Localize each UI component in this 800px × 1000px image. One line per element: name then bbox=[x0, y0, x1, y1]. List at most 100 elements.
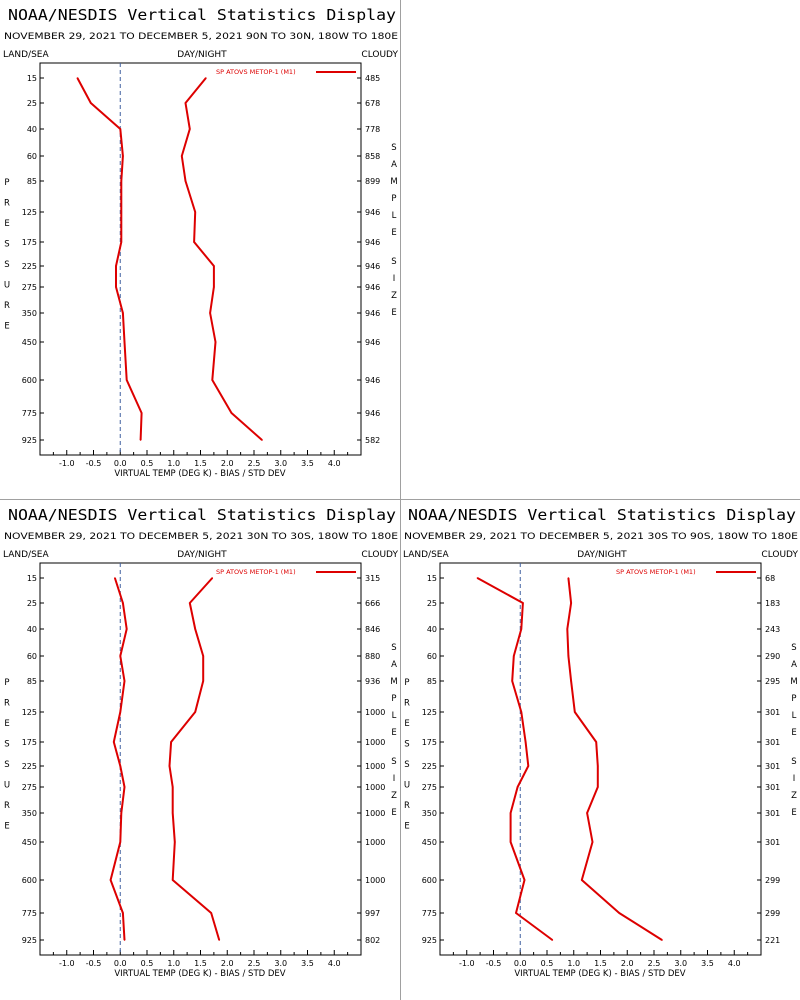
x-axis-label: VIRTUAL TEMP (DEG K) - BIAS / STD DEV bbox=[114, 969, 285, 979]
pressure-tick-label: 225 bbox=[22, 762, 37, 771]
x-tick-label: 1.0 bbox=[167, 959, 180, 968]
label-day-night: DAY/NIGHT bbox=[177, 550, 227, 560]
pressure-tick-label: 40 bbox=[27, 625, 37, 634]
sample-size-label: 243 bbox=[765, 625, 780, 634]
series-point bbox=[513, 655, 515, 657]
pressure-tick-label: 15 bbox=[27, 74, 37, 83]
y-axis-label-letter: S bbox=[4, 240, 9, 250]
pressure-tick-label: 60 bbox=[27, 152, 37, 161]
sample-size-label: 858 bbox=[365, 152, 380, 161]
x-tick-label: 1.5 bbox=[194, 959, 207, 968]
series-point bbox=[218, 939, 221, 941]
chart-title: NOAA/NESDIS Vertical Statistics Display bbox=[8, 506, 396, 524]
pressure-tick-label: 450 bbox=[22, 338, 37, 347]
sample-size-label: 315 bbox=[365, 574, 380, 583]
y-axis-label-letter: R bbox=[404, 699, 410, 709]
y2-axis-label-letter: L bbox=[792, 711, 797, 721]
y2-axis-label-letter: S bbox=[391, 143, 396, 153]
pressure-tick-label: 450 bbox=[22, 838, 37, 847]
label-land-sea: LAND/SEA bbox=[3, 50, 49, 60]
series-point bbox=[171, 786, 174, 788]
series-point bbox=[211, 577, 214, 579]
y2-axis-label-letter: Z bbox=[391, 291, 397, 301]
chart-panel-north: NOAA/NESDIS Vertical Statistics Display N… bbox=[0, 0, 400, 500]
y-axis-label-letter: P bbox=[4, 178, 9, 188]
vertical-divider bbox=[400, 0, 401, 1000]
y2-axis-label-letter: L bbox=[392, 211, 397, 221]
series-point bbox=[520, 711, 523, 713]
series-point bbox=[202, 680, 204, 682]
series-point bbox=[115, 286, 117, 288]
label-cloudy: CLOUDY bbox=[761, 550, 798, 560]
series-point bbox=[109, 879, 112, 881]
pressure-tick-label: 275 bbox=[422, 783, 437, 792]
pressure-tick-label: 25 bbox=[427, 599, 437, 608]
y2-axis-label-letter: E bbox=[391, 808, 396, 818]
chart-svg: NOAA/NESDIS Vertical Statistics Display N… bbox=[3, 506, 398, 979]
label-land-sea: LAND/SEA bbox=[3, 550, 49, 560]
series-point bbox=[123, 786, 126, 788]
x-tick-label: -1.0 bbox=[459, 959, 475, 968]
series-point bbox=[567, 655, 570, 657]
series-point bbox=[119, 655, 122, 657]
chart-svg: NOAA/NESDIS Vertical Statistics Display N… bbox=[403, 506, 798, 979]
series-point bbox=[120, 180, 123, 182]
pressure-tick-label: 85 bbox=[27, 177, 37, 186]
sample-size-label: 1000 bbox=[365, 738, 385, 747]
series-point bbox=[213, 286, 215, 288]
y2-axis-label-letter: L bbox=[392, 711, 397, 721]
y-axis-label-letter: U bbox=[404, 781, 410, 791]
bias-series-line bbox=[476, 577, 553, 941]
sample-size-label: 295 bbox=[765, 677, 780, 686]
pressure-tick-label: 15 bbox=[27, 574, 37, 583]
bias-series-line bbox=[76, 77, 143, 441]
sample-size-label: 221 bbox=[765, 936, 780, 945]
y-axis-label-letter: E bbox=[4, 219, 9, 229]
y2-axis-label-letter: E bbox=[391, 728, 396, 738]
sample-size-label: 846 bbox=[365, 625, 380, 634]
series-point bbox=[139, 439, 142, 441]
y-axis-label-letter: U bbox=[4, 281, 10, 291]
y-axis-label-letter: R bbox=[4, 801, 10, 811]
series-point bbox=[515, 912, 517, 914]
series-point bbox=[597, 765, 599, 767]
x-tick-label: 0.5 bbox=[541, 959, 554, 968]
pressure-tick-label: 40 bbox=[27, 125, 37, 134]
sample-size-label: 946 bbox=[365, 409, 380, 418]
sample-size-label: 301 bbox=[765, 809, 780, 818]
y2-axis-label-letter: I bbox=[793, 774, 796, 784]
sample-size-label: 678 bbox=[365, 99, 380, 108]
series-point bbox=[524, 741, 527, 743]
sample-size-label: 936 bbox=[365, 677, 380, 686]
series-point bbox=[189, 128, 191, 130]
series-point bbox=[661, 939, 663, 941]
pressure-tick-label: 25 bbox=[27, 99, 37, 108]
series-point bbox=[214, 341, 217, 343]
series-point bbox=[618, 912, 621, 914]
pressure-tick-label: 175 bbox=[22, 738, 37, 747]
y2-axis-label-letter: E bbox=[391, 308, 396, 318]
series-point bbox=[595, 741, 598, 743]
y2-axis-label-letter: P bbox=[791, 694, 796, 704]
series-point bbox=[123, 680, 126, 682]
sample-size-label: 582 bbox=[365, 436, 380, 445]
pressure-tick-label: 775 bbox=[22, 909, 37, 918]
x-tick-label: 0.0 bbox=[114, 959, 127, 968]
sample-size-label: 299 bbox=[765, 909, 780, 918]
series-point bbox=[570, 602, 572, 604]
legend-label: SP ATOVS METOP-1 (M1) bbox=[216, 568, 296, 576]
series-point bbox=[261, 439, 263, 441]
y2-axis-label-letter: P bbox=[391, 694, 396, 704]
y2-axis-label-letter: M bbox=[390, 177, 397, 187]
pressure-tick-label: 925 bbox=[22, 936, 37, 945]
chart-subtitle: NOVEMBER 29, 2021 TO DECEMBER 5, 2021 30… bbox=[4, 532, 398, 542]
pressure-tick-label: 175 bbox=[22, 238, 37, 247]
series-point bbox=[230, 412, 233, 414]
label-day-night: DAY/NIGHT bbox=[577, 550, 627, 560]
series-point bbox=[122, 155, 124, 157]
series-point bbox=[194, 711, 196, 713]
x-tick-label: 4.0 bbox=[328, 459, 341, 468]
y2-axis-label-letter: A bbox=[391, 660, 397, 670]
series-point bbox=[476, 577, 479, 579]
x-tick-label: 2.0 bbox=[621, 959, 634, 968]
